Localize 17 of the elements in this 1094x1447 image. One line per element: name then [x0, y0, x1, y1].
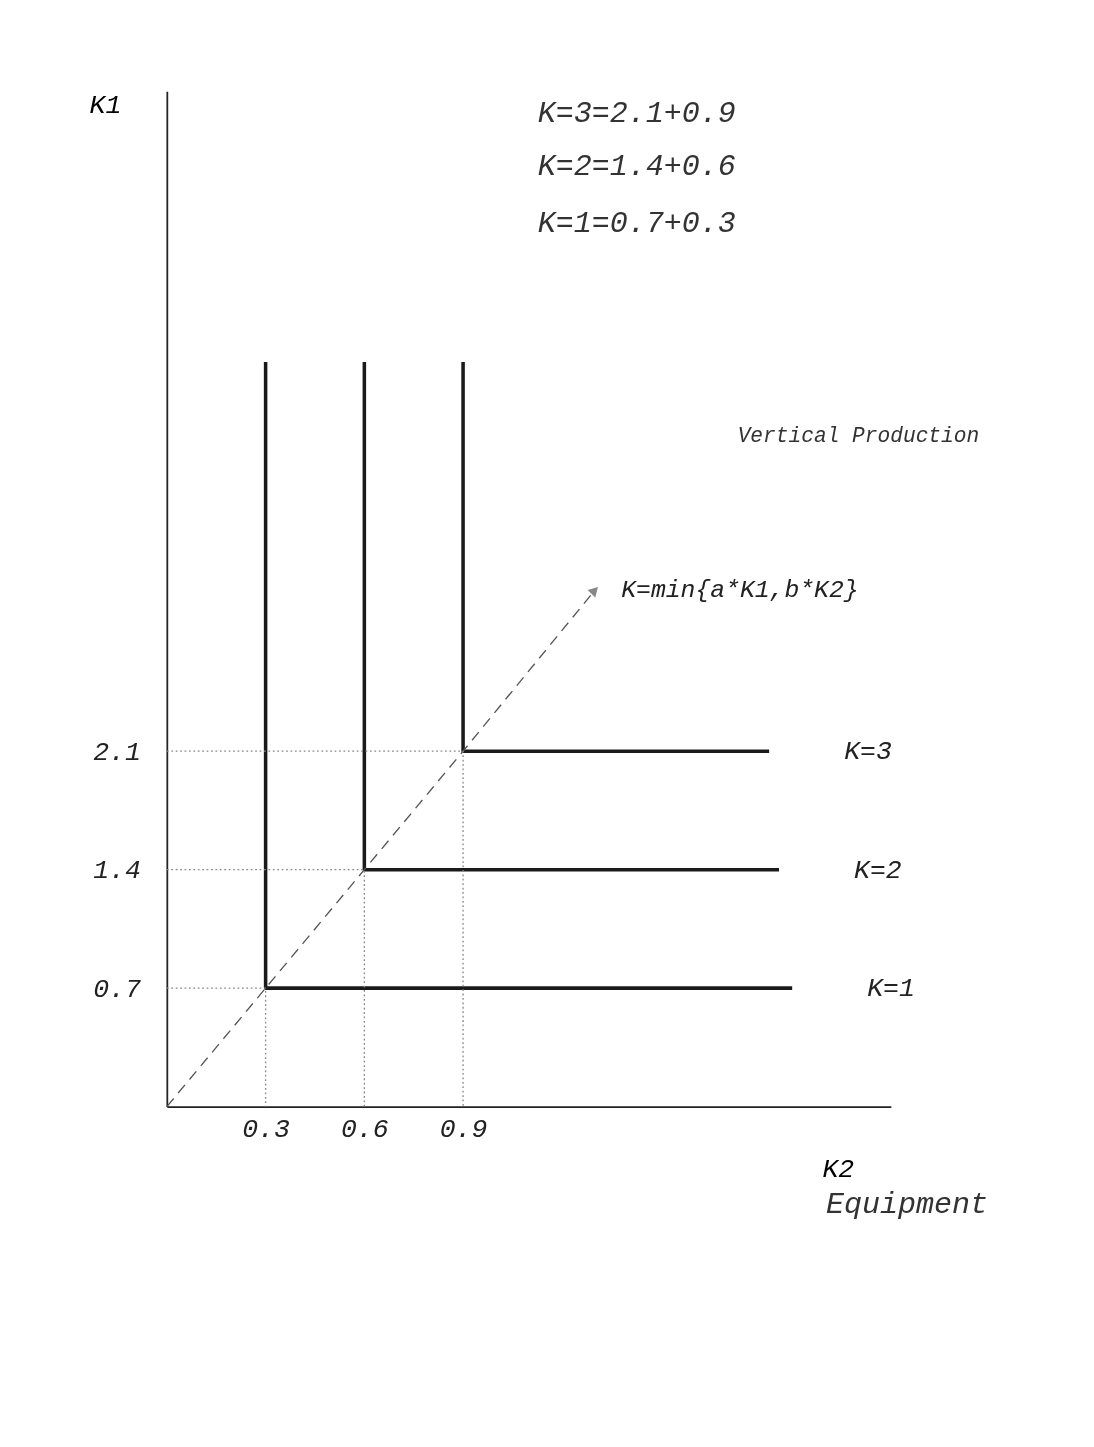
- y-tick-label: 2.1: [93, 737, 141, 768]
- y-tick-label: 0.7: [93, 974, 141, 1005]
- x-axis-title: K2: [822, 1154, 855, 1185]
- annotation: K=1=0.7+0.3: [537, 207, 736, 242]
- x-tick-label: 0.9: [439, 1115, 488, 1146]
- text: K=1: [867, 974, 915, 1005]
- annotation: Vertical Production: [737, 423, 980, 448]
- y-tick-label: 1.4: [93, 856, 141, 887]
- x-tick-label: 0.6: [340, 1115, 389, 1146]
- text: Equipment: [825, 1187, 989, 1222]
- annotation: K=min{a*K1,b*K2}: [621, 576, 859, 605]
- annotation: K=3=2.1+0.9: [537, 97, 736, 132]
- text: K=2: [854, 855, 902, 886]
- text: K=3: [844, 737, 892, 768]
- x-tick-label: 0.3: [242, 1115, 290, 1146]
- annotation: K=2=1.4+0.6: [537, 150, 736, 185]
- y-axis-title: K1: [89, 90, 122, 121]
